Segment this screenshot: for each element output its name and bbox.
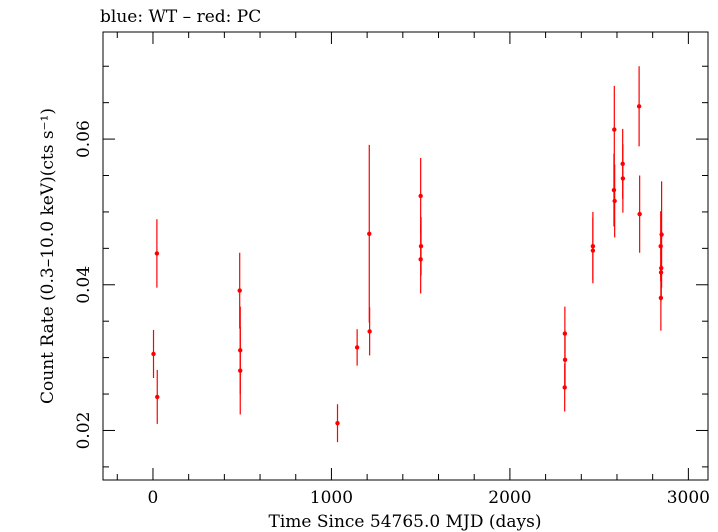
- data-point: [154, 251, 160, 256]
- data-point: [659, 232, 664, 237]
- x-axis-label: Time Since 54765.0 MJD (days): [269, 512, 542, 532]
- x-tick-label: 2000: [488, 488, 531, 508]
- data-point: [562, 385, 567, 390]
- axis-ticks: 0 1000 2000 3000 0.02 0.04 0.06: [74, 32, 710, 508]
- data-point: [612, 198, 617, 204]
- data-point: [620, 176, 626, 181]
- data-point: [155, 394, 160, 400]
- data-point: [418, 257, 423, 262]
- data-point: [612, 127, 617, 132]
- data-point: [335, 420, 340, 426]
- data-points: [151, 66, 664, 443]
- data-point: [562, 357, 568, 363]
- data-point: [636, 104, 642, 109]
- chart-title: blue: WT – red: PC: [100, 7, 261, 27]
- data-point: [151, 351, 156, 357]
- data-point: [367, 329, 372, 334]
- data-point: [637, 211, 642, 217]
- data-point: [367, 231, 372, 236]
- x-tick-label: 3000: [667, 488, 710, 508]
- data-point: [237, 288, 242, 293]
- y-axis-label: Count Rate (0.3–10.0 keV)(cts s⁻¹): [38, 108, 58, 404]
- data-point: [590, 248, 596, 253]
- x-tick-label: 1000: [310, 488, 353, 508]
- y-tick-label: 0.02: [74, 412, 94, 450]
- plot-frame: [102, 31, 709, 481]
- data-point: [658, 295, 664, 301]
- x-tick-label: 0: [148, 488, 159, 508]
- data-point: [418, 193, 423, 199]
- data-point: [611, 187, 617, 193]
- data-point: [354, 345, 360, 350]
- y-tick-label: 0.04: [74, 266, 94, 304]
- y-tick-label: 0.06: [74, 120, 94, 158]
- data-point: [238, 368, 243, 373]
